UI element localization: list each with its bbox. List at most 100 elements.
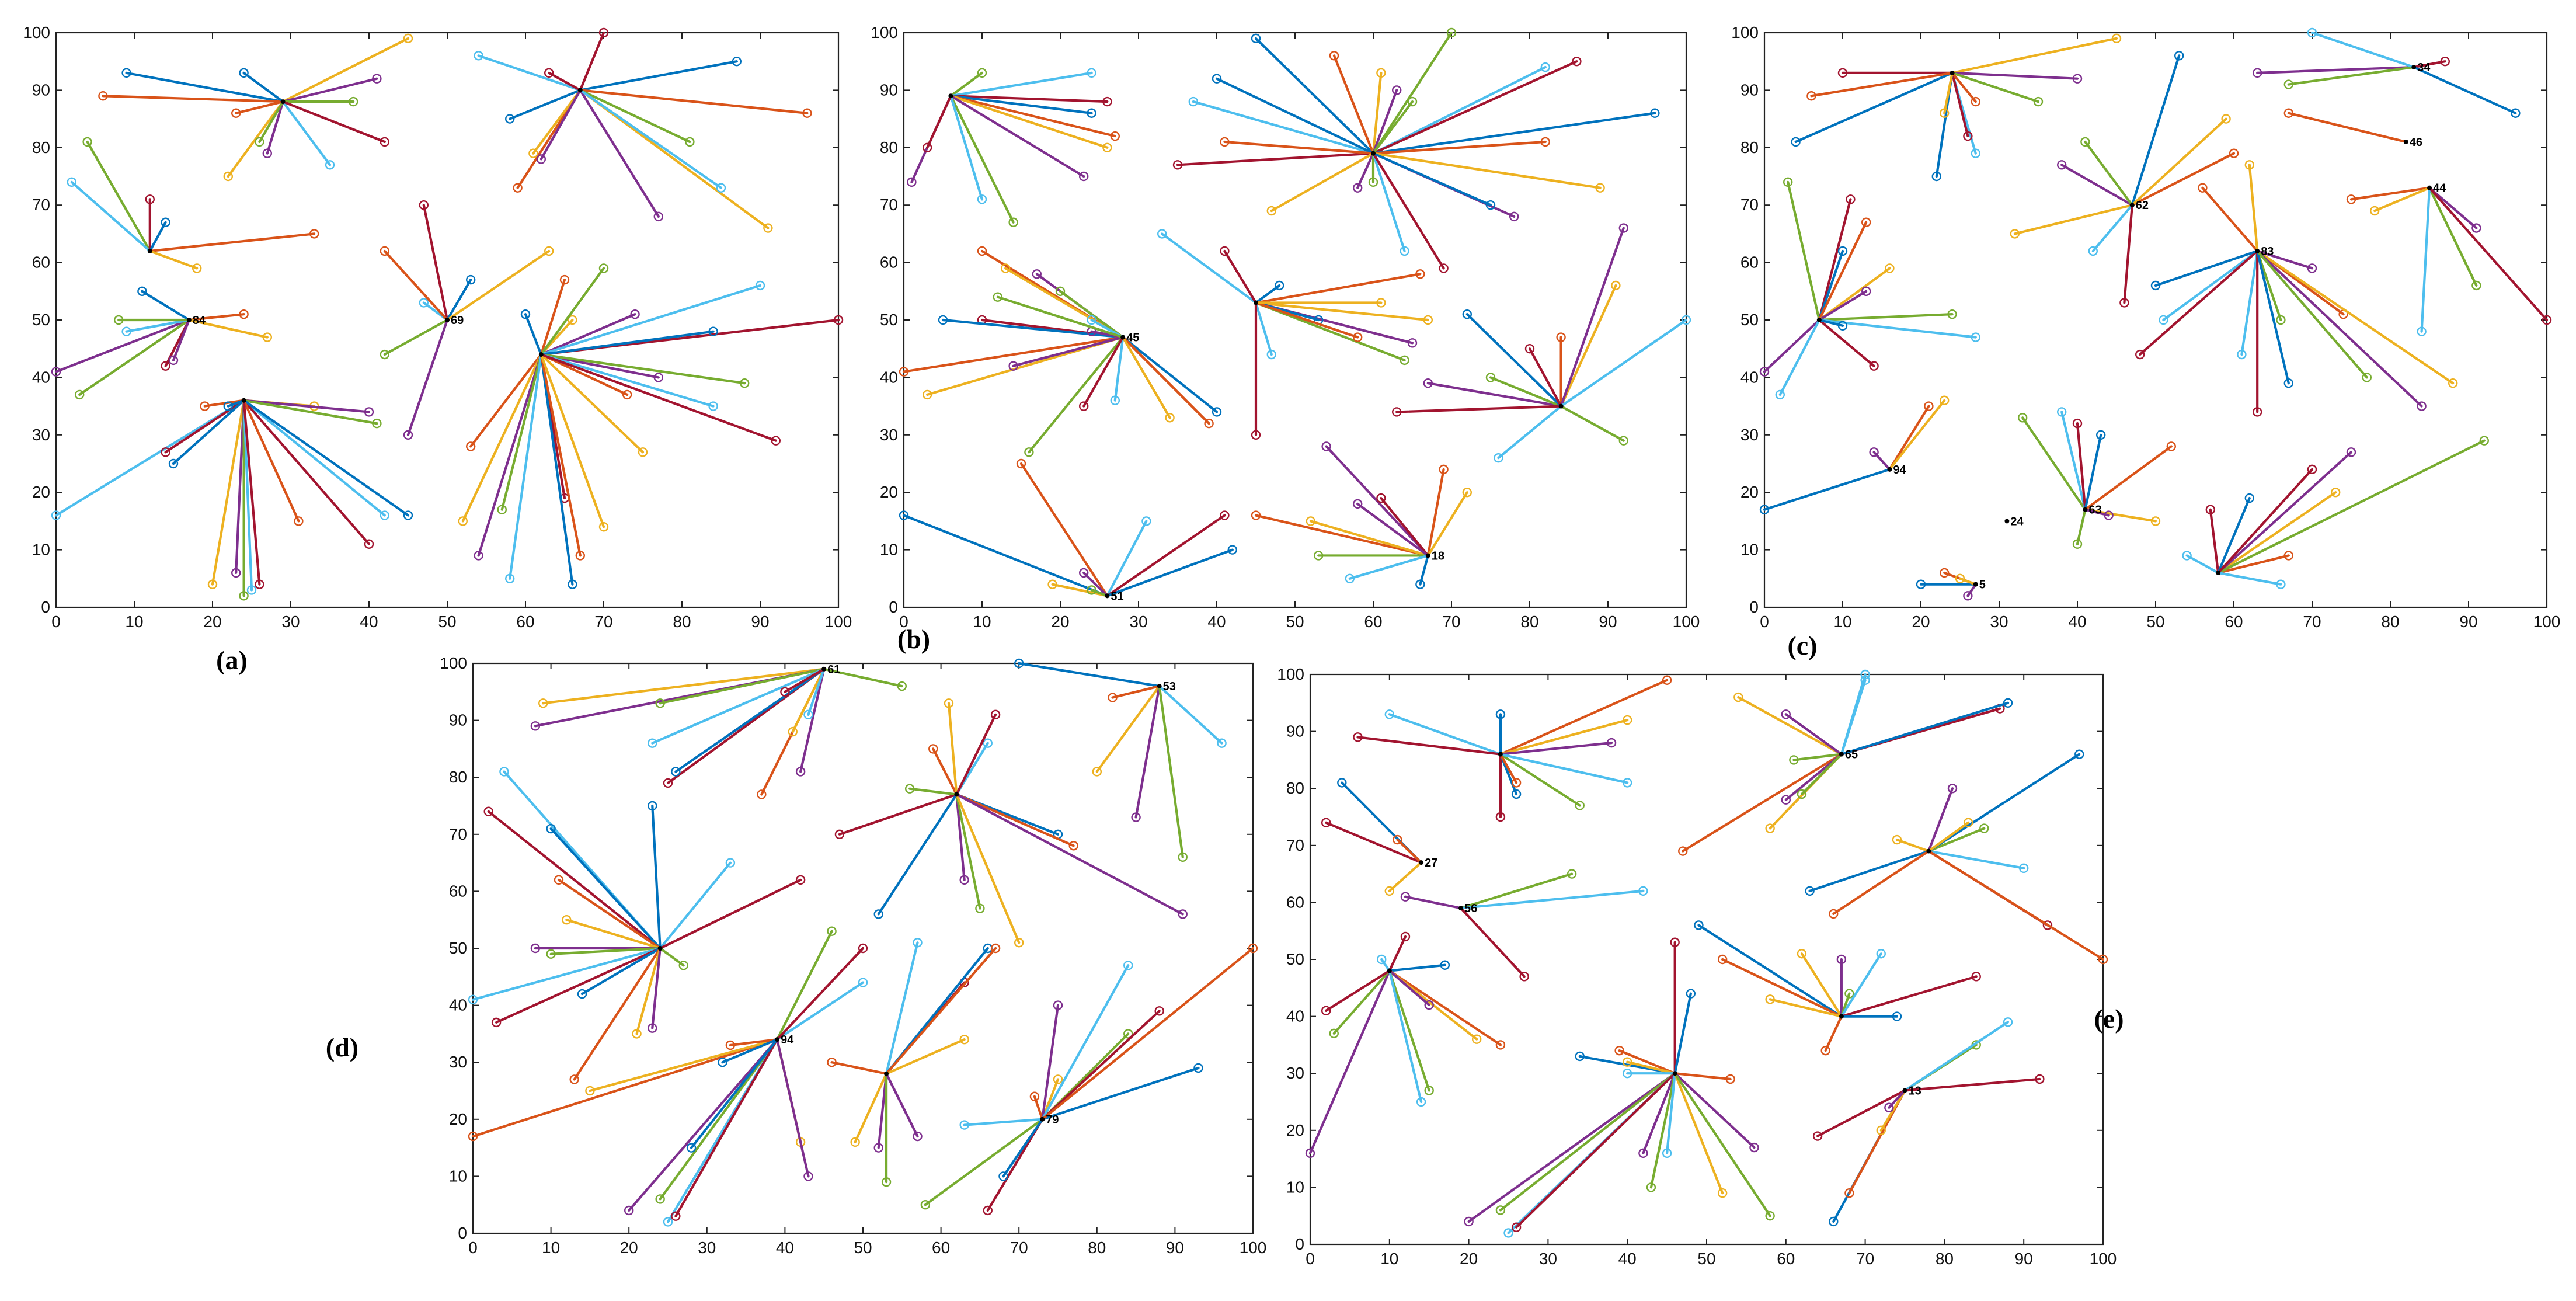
connection-line xyxy=(1082,336,1125,408)
connection-line xyxy=(2248,164,2259,253)
y-tick-label: 90 xyxy=(880,81,898,99)
endpoint-marker xyxy=(802,108,812,118)
tick-labels: 0 10 20 30 40 50 60 70 80 90 100 0 10 20 30 40 50 60 70 80 9… xyxy=(440,654,1266,1257)
endpoint-marker xyxy=(1407,338,1418,348)
endpoint-marker xyxy=(577,989,587,999)
connection-line xyxy=(565,919,662,950)
endpoint-marker xyxy=(638,447,648,457)
connection-line xyxy=(148,249,199,270)
endpoint-marker xyxy=(1400,355,1409,366)
y-tick-label: 80 xyxy=(449,768,467,786)
y-tick-label: 70 xyxy=(32,196,50,214)
endpoint-marker xyxy=(1860,669,1870,680)
endpoint-marker xyxy=(990,709,1001,720)
x-tick-label: 70 xyxy=(2303,613,2321,631)
endpoint-marker xyxy=(1836,954,1847,965)
endpoint-marker xyxy=(983,1205,993,1216)
endpoint-marker xyxy=(990,943,1001,954)
connections: 84 69 xyxy=(51,27,844,601)
endpoint-marker xyxy=(2307,27,2317,38)
tick-labels: 0 10 20 30 40 50 60 70 80 90 100 0 10 20 30 40 50 60 70 80 9… xyxy=(1731,23,2560,631)
x-tick-label: 0 xyxy=(1306,1250,1315,1268)
endpoint-marker xyxy=(1053,1000,1063,1010)
hub-point xyxy=(241,398,246,403)
connection-line xyxy=(1682,753,1843,853)
endpoint-marker xyxy=(655,1194,665,1204)
endpoint-marker xyxy=(67,177,77,187)
x-tick-label: 0 xyxy=(468,1239,478,1257)
endpoint-marker xyxy=(1400,246,1409,256)
endpoint-marker xyxy=(1178,852,1188,862)
endpoint-marker xyxy=(1227,545,1238,555)
connection-line xyxy=(461,353,542,523)
endpoint-marker xyxy=(1352,183,1363,193)
connection-line xyxy=(445,279,472,322)
endpoint-marker xyxy=(2074,749,2084,759)
connection-line xyxy=(86,140,151,253)
endpoint-marker xyxy=(1806,91,1816,101)
connection-line xyxy=(2256,249,2314,270)
endpoint-marker xyxy=(1321,1006,1331,1016)
endpoint-marker xyxy=(483,806,493,816)
endpoint-marker xyxy=(1376,493,1386,503)
connection-line xyxy=(1459,907,1526,978)
hub-cluster xyxy=(468,767,806,1084)
connection-line xyxy=(477,54,582,92)
hub-cluster xyxy=(51,398,413,601)
x-tick-label: 90 xyxy=(2015,1250,2033,1268)
hub-cluster: 44 xyxy=(2346,182,2552,336)
connection-line xyxy=(947,702,958,796)
connection-line xyxy=(2413,60,2446,69)
endpoint-marker xyxy=(145,194,155,204)
x-tick-label: 20 xyxy=(203,613,221,631)
connection-line xyxy=(1618,1049,1676,1075)
endpoint-marker xyxy=(1749,1142,1759,1153)
endpoint-marker xyxy=(913,938,923,948)
endpoint-marker xyxy=(1971,96,1981,107)
connection-line xyxy=(1763,468,1891,511)
endpoint-marker xyxy=(113,315,124,325)
endpoint-marker xyxy=(1638,886,1648,896)
endpoint-marker xyxy=(850,1137,860,1147)
endpoint-marker xyxy=(2479,436,2489,446)
endpoint-marker xyxy=(2276,579,2286,589)
hub-point xyxy=(884,1071,889,1076)
endpoint-marker xyxy=(1495,1205,1506,1215)
hub-label: 61 xyxy=(827,663,840,676)
endpoint-marker xyxy=(1471,1034,1482,1044)
connection-line xyxy=(1388,969,1423,1104)
connection-line xyxy=(383,318,449,356)
connection-line xyxy=(902,514,1109,597)
connection-line xyxy=(1388,935,1407,972)
endpoint-marker xyxy=(858,943,868,954)
connection-line xyxy=(955,793,966,881)
connection-line xyxy=(495,947,662,1024)
endpoint-marker xyxy=(1055,286,1066,296)
connection-line xyxy=(2139,249,2259,356)
connection-line xyxy=(1673,1072,1771,1217)
endpoint-marker xyxy=(2017,413,2028,423)
connection-line xyxy=(2256,65,2415,74)
connection-line xyxy=(949,71,984,98)
hub-point xyxy=(1040,1116,1045,1122)
endpoint-marker xyxy=(161,361,170,371)
endpoint-marker xyxy=(1424,1000,1434,1010)
connection-line xyxy=(963,1118,1044,1126)
endpoint-marker xyxy=(993,292,1003,302)
connection-line xyxy=(509,353,542,580)
panel-letter: (b) xyxy=(897,624,930,654)
endpoint-marker xyxy=(1844,1188,1854,1198)
connection-line xyxy=(877,793,958,916)
endpoint-marker xyxy=(2150,280,2161,291)
hub-point xyxy=(577,88,583,93)
connection-line xyxy=(125,71,284,103)
endpoint-marker xyxy=(1165,413,1175,423)
x-tick-label: 50 xyxy=(2146,613,2164,631)
connection-line xyxy=(1787,180,1820,322)
endpoint-marker xyxy=(716,183,726,193)
y-tick-label: 80 xyxy=(32,138,50,156)
connection-line xyxy=(2084,445,2173,511)
hub-cluster xyxy=(1305,931,1506,1159)
connection-line xyxy=(242,399,386,517)
endpoint-marker xyxy=(1092,767,1102,777)
